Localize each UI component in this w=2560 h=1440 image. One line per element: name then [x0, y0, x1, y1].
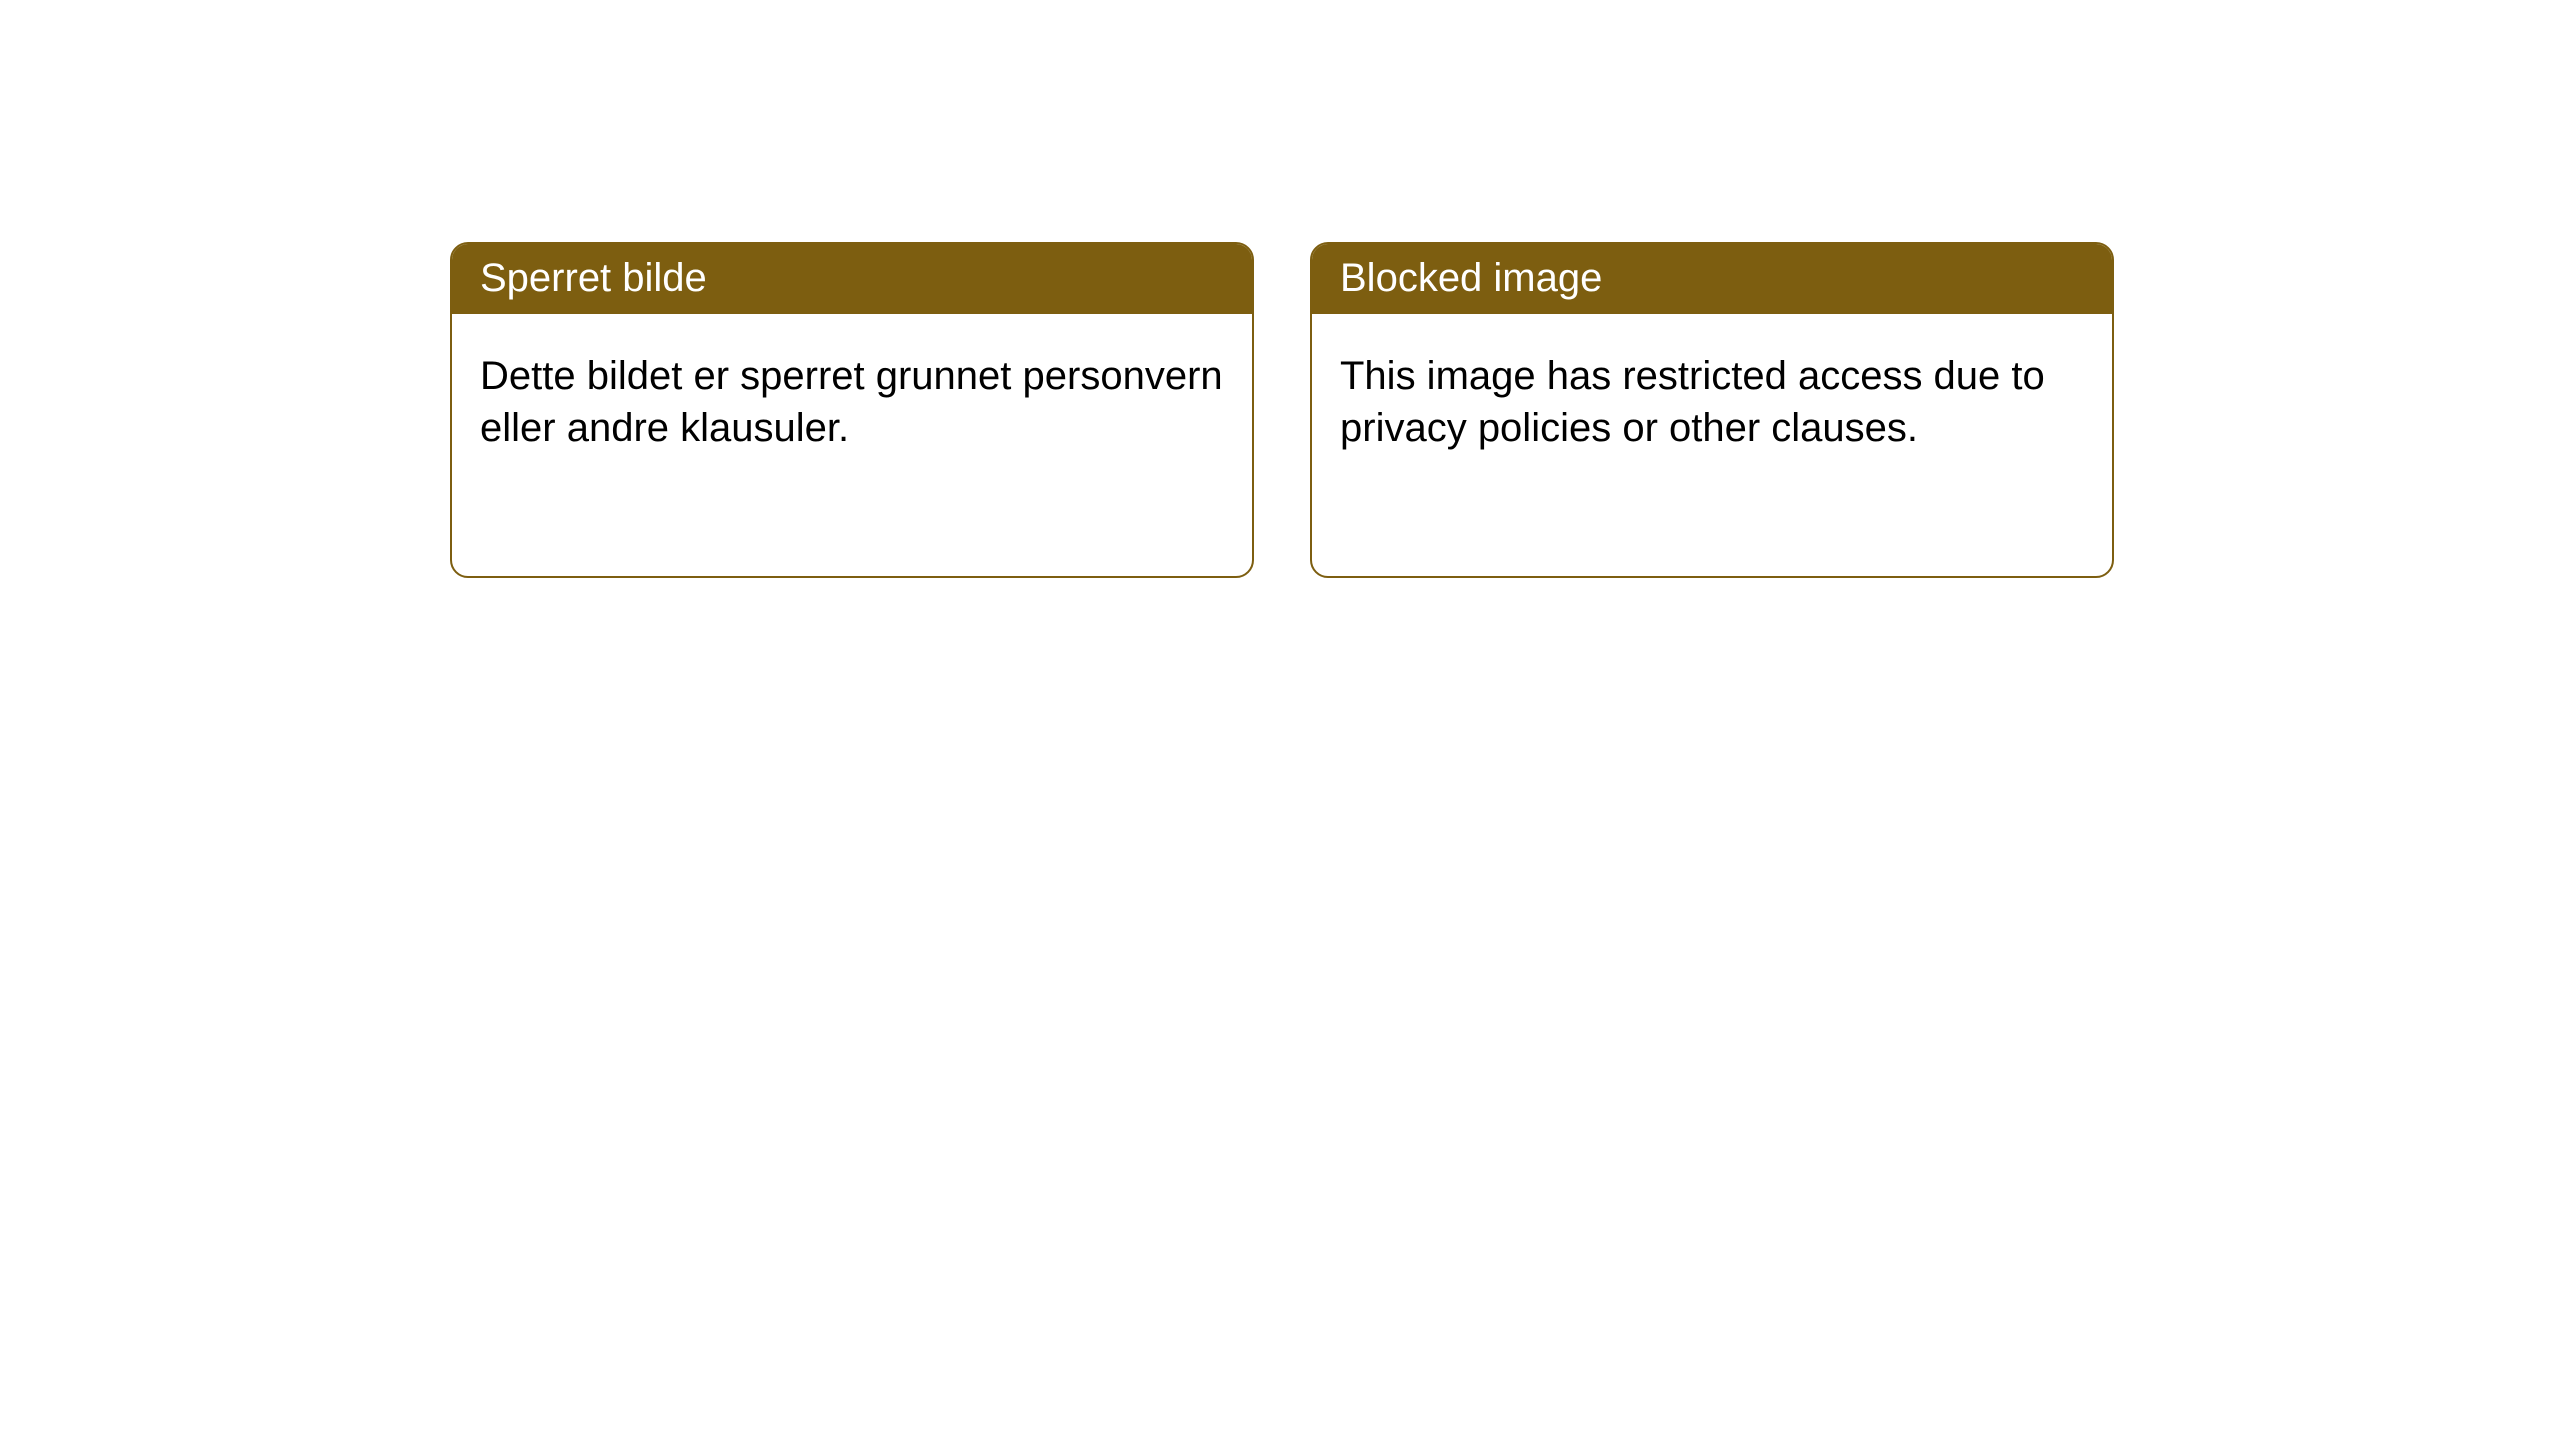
notice-body: This image has restricted access due to … — [1312, 314, 2112, 490]
notice-card-norwegian: Sperret bilde Dette bildet er sperret gr… — [450, 242, 1254, 578]
notice-container: Sperret bilde Dette bildet er sperret gr… — [0, 0, 2560, 578]
notice-body: Dette bildet er sperret grunnet personve… — [452, 314, 1252, 490]
notice-title: Blocked image — [1312, 244, 2112, 314]
notice-title: Sperret bilde — [452, 244, 1252, 314]
notice-card-english: Blocked image This image has restricted … — [1310, 242, 2114, 578]
